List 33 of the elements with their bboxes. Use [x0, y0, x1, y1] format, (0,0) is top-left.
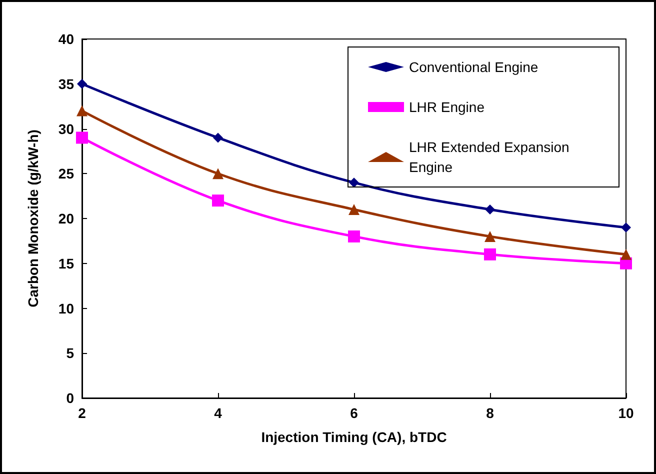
y-tick-label: 35	[58, 76, 74, 92]
y-axis-title: Carbon Monoxide (g/kW-h)	[25, 130, 41, 308]
legend-label: LHR Extended Expansion Engine	[409, 139, 574, 175]
y-tick-label: 10	[58, 300, 74, 316]
point	[76, 105, 88, 116]
point	[349, 178, 359, 188]
y-tick-label: 25	[58, 166, 74, 182]
y-tick-label: 0	[66, 390, 74, 406]
x-tick-label: 4	[214, 405, 222, 421]
point	[213, 132, 223, 143]
point	[348, 204, 360, 216]
y-tick-label: 15	[58, 255, 74, 272]
x-tick-label: 2	[78, 405, 86, 421]
point	[212, 168, 224, 180]
x-tick-label: 6	[350, 405, 358, 421]
legend-label: Conventional Engine	[409, 59, 538, 75]
point	[348, 230, 360, 242]
x-tick-label: 8	[486, 405, 494, 421]
point	[621, 222, 631, 232]
legend-label: LHR Engine	[409, 99, 485, 115]
point	[76, 132, 88, 144]
y-tick-label: 5	[66, 345, 74, 362]
point	[484, 248, 496, 260]
point	[620, 248, 632, 260]
point	[484, 230, 496, 242]
y-tick-label: 40	[58, 31, 74, 47]
y-tick-label: 20	[58, 210, 74, 226]
x-axis-title: Injection Timing (CA), bTDC	[261, 429, 447, 445]
point	[212, 194, 224, 207]
x-tick-label: 10	[618, 405, 634, 421]
point	[485, 204, 495, 215]
y-tick-label: 30	[58, 120, 74, 137]
point	[77, 78, 87, 89]
